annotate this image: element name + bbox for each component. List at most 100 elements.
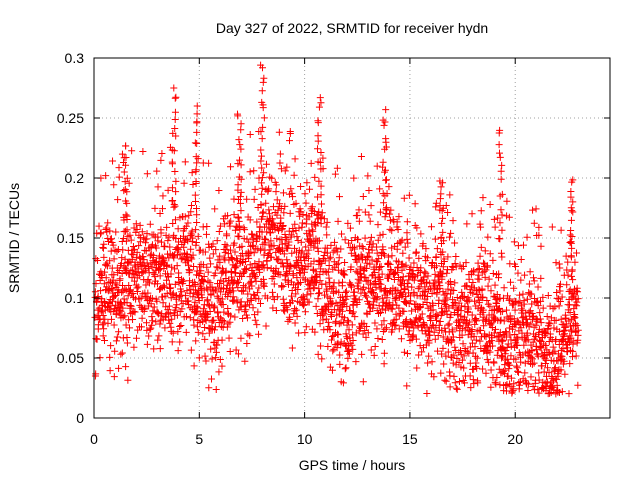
data-point [148,294,156,302]
data-point [361,208,369,216]
data-point [470,267,478,275]
data-point [287,231,295,239]
data-point [239,287,247,295]
data-point [241,283,249,291]
data-point [165,302,173,310]
data-point [411,200,419,208]
data-point [434,331,442,339]
data-point [523,329,531,337]
data-point [105,299,113,307]
data-point [485,275,493,283]
data-point [498,352,506,360]
data-point [491,325,499,333]
data-point [516,291,524,299]
data-point [135,242,143,250]
data-point [119,304,127,312]
data-point [421,268,429,276]
data-point [248,282,256,290]
data-point [137,294,145,302]
data-point [163,276,171,284]
data-point [207,291,215,299]
data-point [104,319,112,327]
data-point [324,318,332,326]
data-point [123,174,131,182]
data-point [137,323,145,331]
data-point [242,306,250,314]
data-point [559,331,567,339]
data-point [336,351,344,359]
data-point [395,213,403,221]
data-point [484,262,491,270]
data-point [367,202,375,210]
data-point [241,302,249,310]
data-point [123,339,131,347]
data-point [328,366,336,374]
data-point [120,213,128,221]
data-point [236,199,244,207]
data-point [253,218,261,226]
data-point [489,256,497,264]
data-point [498,307,506,315]
data-point [171,94,179,102]
data-point [387,304,395,312]
data-point [328,284,336,292]
data-point [258,190,266,198]
data-point [466,372,474,380]
data-point [430,328,438,336]
data-point [405,327,413,335]
data-point [254,308,262,316]
data-point [275,255,283,263]
data-point [325,274,333,282]
data-point [162,231,170,239]
data-point [404,330,412,338]
data-point [142,239,150,247]
data-point [439,288,447,296]
data-point [417,264,425,272]
data-point [369,289,377,297]
data-point [172,304,180,312]
data-point [376,276,384,284]
data-point [342,295,350,303]
data-point [514,367,522,375]
data-point [173,301,181,309]
data-point [478,294,486,302]
data-point [168,263,176,271]
data-point [469,289,477,297]
data-point [132,334,140,342]
data-point [262,236,270,244]
data-point [307,241,315,249]
data-point [446,191,454,199]
data-point [546,350,554,358]
data-point [331,238,339,246]
data-point [452,384,460,392]
data-point [560,357,568,365]
data-point [167,294,175,302]
data-point [524,387,532,395]
data-point [219,317,227,325]
data-point [115,164,123,172]
data-point [457,350,465,358]
x-tick-label: 20 [507,431,523,447]
data-point [353,258,361,266]
data-point [121,312,129,320]
data-point [251,259,259,267]
data-point [159,192,167,200]
data-point [257,61,265,69]
data-point [381,213,389,221]
data-point [319,165,327,173]
data-point [370,301,378,309]
data-point [314,247,322,255]
data-point [367,346,375,354]
data-point [536,309,544,317]
data-point [148,313,156,321]
data-point [246,130,254,138]
data-point [188,255,196,263]
data-point [526,268,534,276]
data-point [379,190,387,198]
data-point [128,147,136,155]
data-point [279,189,287,197]
data-point [287,185,295,193]
data-point [535,376,543,384]
data-point [365,187,373,195]
data-point [287,262,295,270]
